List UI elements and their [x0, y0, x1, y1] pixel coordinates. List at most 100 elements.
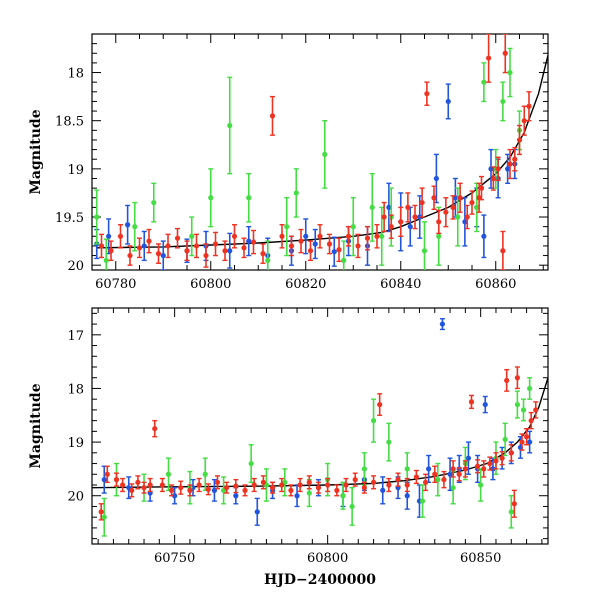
data-point [422, 479, 429, 485]
data-point [386, 439, 392, 445]
data-point [527, 439, 533, 445]
data-point [168, 487, 175, 493]
data-point [500, 248, 506, 254]
data-point [349, 503, 355, 510]
data-point [242, 487, 248, 493]
data-point [505, 166, 511, 172]
data-point [507, 161, 513, 167]
data-point [203, 252, 209, 259]
data-point [404, 493, 410, 499]
data-point [514, 401, 520, 408]
data-point [523, 434, 530, 440]
data-point [421, 248, 428, 254]
bottom-tick-labels: 60750 60800 60850 17 18 19 20 [67, 329, 501, 566]
top-panel: 60780 60800 60820 60840 608601818.51919.520 … [28, 33, 549, 292]
data-point [341, 257, 347, 263]
data-point [325, 482, 331, 488]
data-point [127, 252, 133, 259]
data-point [443, 209, 449, 215]
data-point [250, 239, 257, 245]
model-curve-line [96, 55, 548, 249]
data-point [241, 245, 247, 251]
bottom-panel: 60750 60800 60850 17 18 19 20 Magnitude HJD−24… [28, 307, 549, 588]
data-point [508, 450, 514, 456]
data-point [511, 501, 517, 507]
y-tick-label: 19 [67, 436, 84, 451]
data-point [246, 238, 252, 244]
data-point [306, 490, 312, 496]
bottom-plot-frame [91, 307, 549, 545]
data-point [490, 175, 496, 182]
data-point [445, 98, 451, 105]
data-point [481, 233, 487, 239]
bottom-model-curve [92, 377, 548, 489]
data-point [152, 426, 158, 432]
data-point [104, 471, 110, 477]
x-tick-label: 60780 [95, 277, 136, 292]
data-point [381, 214, 387, 220]
data-point [260, 479, 266, 485]
data-point [450, 204, 456, 210]
data-point [527, 385, 533, 392]
data-point [303, 233, 309, 239]
data-point [269, 485, 276, 491]
data-point [481, 79, 487, 85]
data-point [474, 204, 480, 210]
data-point [159, 482, 165, 488]
data-point [512, 156, 518, 162]
data-point [307, 248, 314, 254]
data-point [202, 471, 208, 477]
data-point [380, 487, 386, 493]
data-point [439, 321, 446, 327]
data-point [345, 233, 352, 239]
data-point [141, 243, 147, 249]
data-point [533, 407, 539, 413]
data-point [364, 235, 371, 241]
data-point [486, 55, 492, 61]
data-point [528, 418, 534, 424]
data-point [457, 195, 463, 201]
data-point [224, 485, 230, 491]
data-point [129, 487, 135, 493]
data-point [233, 483, 239, 489]
x-tick-label: 60840 [380, 277, 421, 292]
top-y-axis-label: Magnitude [28, 109, 44, 194]
data-point [117, 233, 124, 239]
data-point [361, 485, 367, 491]
data-point [251, 482, 257, 488]
top-model-curve [96, 55, 548, 249]
data-point [165, 243, 171, 249]
data-point [212, 241, 219, 247]
data-point [379, 233, 385, 239]
data-point [516, 137, 523, 143]
data-point [113, 477, 120, 483]
y-tick-label: 18 [67, 67, 84, 82]
data-point [340, 493, 346, 499]
data-point [227, 248, 233, 254]
data-point [322, 151, 328, 158]
data-point [125, 222, 131, 228]
data-point [433, 175, 439, 182]
data-point [279, 233, 285, 239]
data-point [136, 245, 143, 251]
data-point [174, 235, 181, 241]
bottom-axis-ticks [92, 308, 548, 544]
x-tick-label: 60750 [154, 551, 195, 566]
data-point [361, 466, 367, 472]
data-point [493, 458, 499, 464]
data-point [481, 466, 487, 472]
data-point [246, 195, 252, 201]
data-point [312, 241, 318, 247]
data-point [412, 214, 418, 220]
data-point [141, 485, 147, 491]
data-point [432, 471, 438, 477]
data-point [172, 493, 178, 499]
data-point [526, 103, 532, 109]
model-curve-line [92, 377, 548, 489]
data-point [482, 401, 488, 408]
data-point [151, 199, 157, 206]
data-point [419, 498, 426, 504]
data-point [413, 474, 420, 480]
data-point [288, 487, 294, 493]
